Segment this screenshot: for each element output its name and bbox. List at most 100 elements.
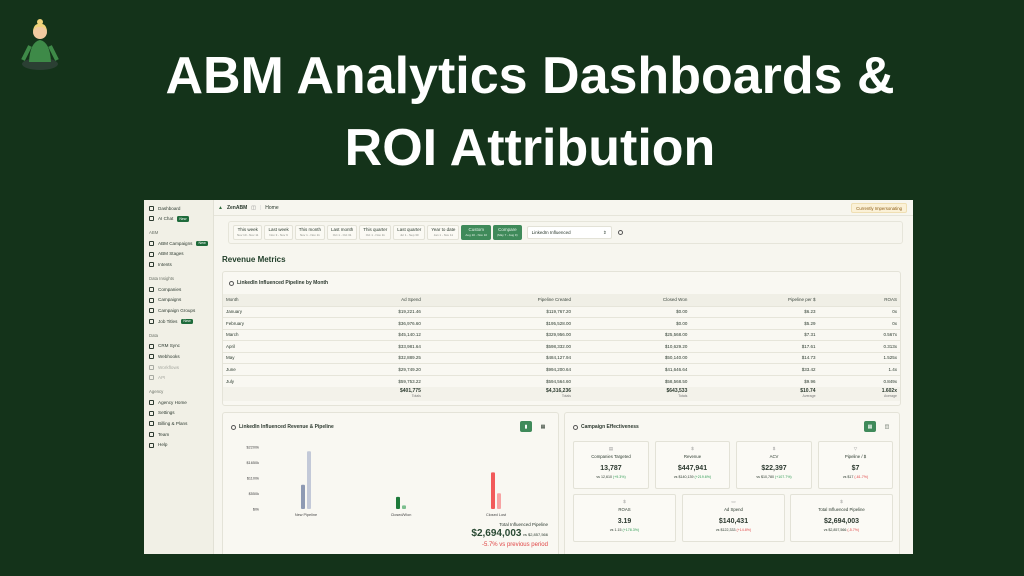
list-view-toggle[interactable]: ◫ [884,423,890,430]
column-header[interactable]: Month [223,294,315,306]
column-header[interactable]: Pipeline Created [423,294,575,306]
info-icon[interactable] [617,230,623,235]
sidebar-section-title: Data Insights [149,276,175,282]
table-view-toggle[interactable]: ▦ [540,423,546,430]
totals-cell [223,387,315,402]
totals-cell: $10.74 Average [690,387,819,402]
kpi-comparison: vs $17 (-61.7%) [819,475,892,480]
bar-closed-won-2[interactable] [402,505,406,509]
table-cell: $50,140.00 [574,351,691,364]
date-range-button[interactable]: Compare (May 7 - Aug 9) [493,225,522,240]
date-range-dates: Jan 1 - Nov 11 [433,232,453,237]
date-range-button[interactable]: Year to date Jan 1 - Nov 11 [427,225,460,240]
kpi-value: 3.19 [617,518,632,525]
table-cell: July [223,375,315,388]
new-badge: New [196,240,208,247]
table-cell: $59,753.22 [314,375,424,388]
totals-cell: 1.602x Average [818,387,900,402]
total-pipeline-summary: Total Influenced Pipeline $2,694,003 vs … [471,522,548,549]
kpi-change: (+9.3%) [612,475,626,479]
sidebar-item-label: Webhooks [158,353,180,359]
sidebar-item-label: Intents [158,262,172,268]
total-change: -5.7% vs previous period [481,542,548,548]
kpi-label: Ad Spend [724,507,743,512]
sidebar-item-campaigns[interactable]: Campaigns [147,295,210,306]
date-range-button[interactable]: Custom Aug 10 - Nov 10 [461,225,492,240]
table-cell: $9.96 [690,375,819,388]
new-badge: New [181,318,193,325]
dollar-icon: $ [772,446,776,451]
table-cell: $36,976.60 [314,317,424,330]
column-header[interactable]: ROAS [818,294,900,306]
dollar-icon: $ [691,446,694,451]
sidebar-section-title: Data [149,332,159,338]
nav-icon [149,308,154,314]
kpi-card: ▽ Pipeline / $ $7 vs $17 (-61.7%) [818,441,893,489]
sidebar-section-title: Agency [149,389,164,395]
kpi-change: (+14.8%) [736,528,752,532]
sidebar-item-ai-chat[interactable]: AI Chat New [147,214,210,225]
column-header[interactable]: Closed Won [574,294,691,306]
sidebar-item-intents[interactable]: Intents [147,260,210,271]
date-range-button[interactable]: This quarter Oct 1 - Nov 11 [359,225,392,240]
sidebar-item-label: Team [158,431,170,437]
grid-view-toggle[interactable]: ▦ [864,421,876,432]
date-range-label: Compare [498,227,517,233]
sidebar-item-team[interactable]: Team [147,429,210,440]
table-cell: $45,140.12 [314,328,424,341]
sidebar-item-billing-plans[interactable]: Billing & Plans [147,419,210,430]
sidebar-item-crm-sync[interactable]: CRM Sync [147,341,210,352]
bar-closed-lost-1[interactable] [491,472,495,509]
sidebar-item-help[interactable]: Help [147,440,210,451]
info-icon [573,424,578,430]
date-range-button[interactable]: Last quarter Jul 1 - Sep 30 [393,225,426,240]
bar-new-pipeline-1[interactable] [301,484,305,509]
sidebar-item-job-titles[interactable]: Job Titles New [147,316,210,327]
sidebar-item-abm-stages[interactable]: ABM Stages [147,249,210,260]
y-tick-label: $550k [249,492,259,496]
sidebar-item-api[interactable]: API [147,373,210,384]
sidebar-item-campaign-groups[interactable]: Campaign Groups [147,305,210,316]
table-cell: February [223,317,315,330]
table-cell: 0.567x [818,328,900,341]
date-range-button[interactable]: Last week Nov 3 - Nov 9 [264,225,293,240]
sidebar-item-abm-campaigns[interactable]: ABM Campaigns New [147,238,210,249]
table-row: March $45,140.12 $329,956.00 $25,568.00 $7.3… [223,328,900,341]
column-header[interactable]: Pipeline per $ [690,294,819,306]
hero-title-line1: ABM Analytics Dashboards & [165,47,895,105]
sidebar-item-workflows[interactable]: Workflows [147,362,210,373]
date-range-button[interactable]: Last month Oct 1 - Oct 31 [327,225,358,240]
sidebar-item-webhooks[interactable]: Webhooks [147,351,210,362]
chart-view-toggle[interactable]: ▮ [520,421,532,432]
date-range-button[interactable]: This week Nov 10 - Nov 11 [233,225,263,240]
bar-closed-lost-2[interactable] [497,493,501,509]
table-cell: $0.00 [574,317,691,330]
table-cell: May [223,351,315,364]
attribution-select[interactable]: LinkedIn Influenced ⇕ [526,226,612,239]
sidebar-item-dashboard[interactable]: Dashboard [147,203,210,214]
sidebar-item-companies[interactable]: Companies [147,284,210,295]
sidebar-item-agency-home[interactable]: Agency Home [147,397,210,408]
card-title-text: Campaign Effectiveness [581,424,639,430]
sidebar-item-settings[interactable]: Settings [147,408,210,419]
date-range-label: Custom [468,227,484,233]
table-cell: $0.00 [574,305,691,318]
column-header[interactable]: Ad Spend [314,294,424,306]
table-cell: 0x [818,305,900,318]
kpi-comparison: vs $122,333 (+14.8%) [683,528,784,533]
bar-new-pipeline-2[interactable] [307,451,311,509]
breadcrumb-home[interactable]: Home [265,204,279,211]
x-category-label: New Pipeline [295,513,317,517]
table-cell: 1.525x [818,351,900,364]
nav-icon [149,431,154,437]
total-value: $401,775 [400,388,421,395]
impersonating-dropdown[interactable]: Currently Impersonating [851,203,907,214]
total-caption: Average [884,394,897,399]
table-cell: $32,889.25 [314,351,424,364]
bar-closed-won-1[interactable] [396,496,400,509]
total-compare: vs $2,857,566 [522,532,548,537]
dashboard-screenshot: Dashboard AI Chat New ABM ABM Campaigns New AB… [144,200,913,554]
kpi-comparison: vs 12,610 (+9.3%) [574,475,648,480]
date-range-button[interactable]: This month Nov 1 - Nov 11 [294,225,325,240]
sidebar-toggle-icon[interactable]: ◫ [251,204,256,211]
